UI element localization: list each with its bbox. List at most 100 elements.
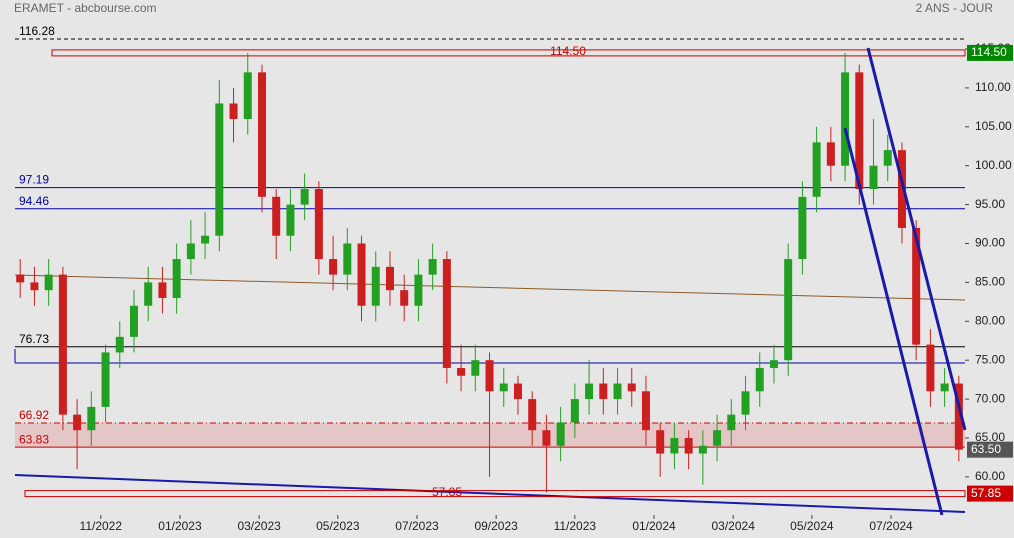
candle-body	[343, 243, 352, 275]
candle-body	[414, 274, 423, 306]
candle-body	[58, 274, 67, 415]
candle-body	[869, 165, 878, 190]
candle-body	[385, 266, 394, 291]
candle-body	[329, 259, 338, 275]
candle-body	[16, 274, 25, 283]
candle-body	[769, 360, 778, 368]
candle-body	[841, 72, 850, 166]
x-tick-label: 11/2023	[554, 519, 597, 533]
y-tick-label: 70.00	[975, 391, 1005, 405]
candle-body	[186, 243, 195, 260]
candle-body	[798, 196, 807, 260]
candle-body	[784, 259, 793, 361]
chart-title: ERAMET - abcbourse.com	[14, 1, 157, 15]
candle-body	[300, 189, 309, 205]
candle-body	[215, 103, 224, 236]
y-tick-label: 110.00	[975, 80, 1011, 94]
y-tick-label: 65.00	[975, 430, 1005, 444]
x-tick-label: 09/2023	[474, 519, 518, 533]
x-tick-label: 03/2023	[237, 519, 281, 533]
level-label: 114.50	[550, 44, 586, 58]
candle-body	[229, 103, 238, 120]
candle-body	[897, 150, 906, 228]
candle-body	[755, 367, 764, 392]
candle-body	[158, 282, 167, 298]
candle-body	[513, 383, 522, 400]
y-tick-label: 90.00	[975, 236, 1005, 250]
price-tag	[967, 44, 1013, 61]
candle-body	[314, 189, 323, 260]
candle-body	[30, 282, 39, 291]
candle-body	[471, 360, 480, 376]
candle-body	[87, 406, 96, 431]
candle-body	[44, 274, 53, 291]
candle-body	[243, 72, 252, 120]
candle-body	[357, 243, 366, 306]
level-label: 63.83	[19, 432, 49, 446]
candle-body	[144, 282, 153, 306]
channel-line	[843, 127, 944, 516]
candle-body	[585, 383, 594, 400]
candle-body	[670, 437, 679, 454]
candle-body	[457, 367, 466, 376]
candle-body	[400, 290, 409, 306]
level-label: 57.85	[432, 485, 462, 499]
channel-line	[866, 47, 967, 431]
candle-body	[641, 391, 650, 431]
price-tag	[967, 441, 1013, 458]
candle-body	[855, 72, 864, 190]
x-tick-label: 05/2024	[790, 519, 834, 533]
candle-body	[129, 305, 138, 337]
price-tag-label: 57.85	[971, 486, 1001, 500]
candle-body	[570, 399, 579, 423]
x-tick-label: 01/2023	[158, 519, 202, 533]
price-tag-label: 114.50	[971, 45, 1007, 59]
candle-body	[115, 336, 124, 353]
level-label: 76.73	[19, 332, 49, 346]
candle-body	[172, 259, 181, 298]
x-tick-label: 11/2022	[80, 519, 123, 533]
y-tick-label: 105.00	[975, 119, 1012, 133]
x-tick-label: 05/2023	[316, 519, 360, 533]
y-tick-label: 60.00	[975, 469, 1005, 483]
y-tick-label: 80.00	[975, 313, 1005, 327]
candle-body	[954, 383, 963, 450]
candle-body	[741, 391, 750, 415]
candle-body	[442, 259, 451, 368]
candle-body	[883, 150, 892, 166]
candle-body	[656, 430, 665, 454]
y-tick-label: 95.00	[975, 197, 1005, 211]
candle-body	[201, 235, 210, 244]
x-tick-label: 03/2024	[711, 519, 755, 533]
candle-body	[485, 360, 494, 392]
candle-body	[542, 430, 551, 446]
candle-body	[556, 422, 565, 446]
candle-body	[286, 204, 295, 236]
x-tick-label: 07/2024	[869, 519, 913, 533]
plot: 60.00 65.00 70.00 75.00 80.00 85.00 90.00 95.00…	[15, 24, 1013, 533]
x-tick-label: 01/2024	[632, 519, 676, 533]
level-label: 97.19	[19, 173, 49, 187]
y-tick-label: 100.00	[975, 158, 1012, 172]
chart-subtitle: 2 ANS - JOUR	[916, 1, 994, 15]
price-tag	[967, 485, 1013, 502]
y-tick-label: 85.00	[975, 275, 1005, 289]
candle-body	[912, 227, 921, 345]
candle-body	[826, 142, 835, 166]
candle-body	[926, 344, 935, 392]
level-box	[24, 490, 966, 498]
x-tick-label: 07/2023	[395, 519, 439, 533]
candle-body	[371, 266, 380, 306]
candle-body	[684, 437, 693, 454]
level-label: 94.46	[19, 194, 49, 208]
candle-body	[257, 72, 266, 197]
candle-body	[727, 414, 736, 431]
candle-body	[627, 383, 636, 392]
level-box	[51, 49, 966, 57]
y-tick-label: 75.00	[975, 352, 1005, 366]
level-label: 66.92	[19, 408, 49, 422]
candle-body	[428, 259, 437, 275]
candle-body	[101, 352, 110, 407]
